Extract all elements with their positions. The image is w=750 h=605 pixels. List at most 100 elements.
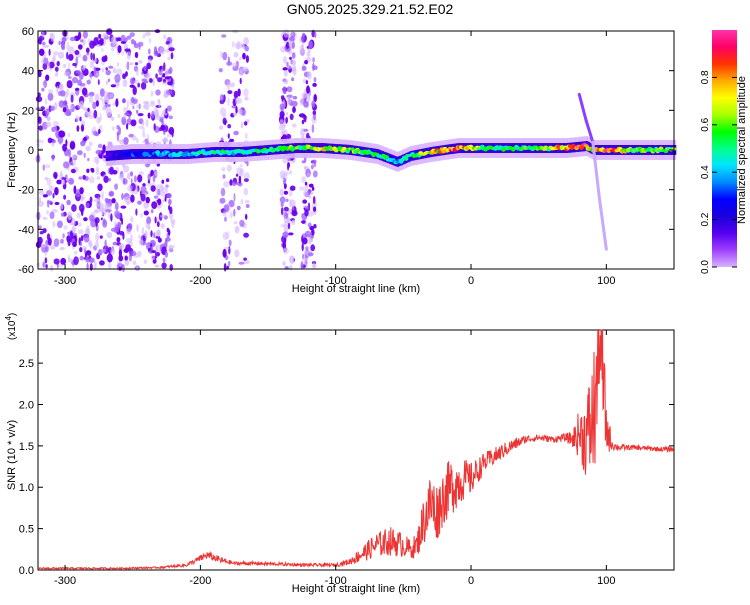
- noise-speck: [99, 235, 103, 239]
- noise-speck: [92, 101, 97, 110]
- noise-speck: [76, 125, 80, 132]
- noise-speck: [94, 217, 100, 224]
- noise-speck: [101, 56, 107, 63]
- noise-speck: [140, 213, 143, 218]
- noise-speck: [129, 171, 134, 177]
- noise-speck: [54, 187, 59, 196]
- y-tick-label: 40: [22, 66, 34, 78]
- noise-speck: [52, 192, 55, 199]
- noise-speck: [125, 62, 130, 70]
- noise-speck: [303, 114, 307, 123]
- noise-speck: [38, 116, 42, 125]
- noise-speck: [279, 119, 284, 124]
- noise-speck: [59, 246, 65, 251]
- noise-speck: [220, 187, 226, 197]
- noise-speck: [121, 264, 125, 273]
- noise-speck: [311, 200, 318, 209]
- noise-speck: [284, 178, 287, 183]
- noise-speck: [123, 115, 126, 120]
- noise-speck: [146, 216, 152, 225]
- noise-speck: [304, 181, 308, 186]
- noise-speck: [154, 171, 158, 177]
- noise-speck: [126, 118, 132, 125]
- noise-speck: [56, 85, 59, 94]
- noise-speck: [236, 205, 241, 211]
- noise-speck: [162, 81, 168, 86]
- noise-speck: [227, 133, 230, 139]
- noise-speck: [47, 92, 54, 102]
- noise-speck: [133, 80, 140, 84]
- noise-speck: [86, 52, 90, 56]
- noise-speck: [52, 139, 56, 144]
- noise-speck: [165, 108, 168, 114]
- noise-speck: [145, 196, 150, 204]
- noise-speck: [77, 44, 83, 50]
- noise-speck: [86, 225, 90, 235]
- noise-speck: [93, 156, 100, 164]
- x-tick-label: 0: [468, 575, 474, 587]
- noise-speck: [90, 52, 93, 61]
- noise-speck: [146, 62, 152, 70]
- noise-speck: [38, 125, 43, 131]
- noise-speck: [70, 168, 76, 174]
- noise-speck: [301, 119, 305, 125]
- noise-speck: [118, 139, 125, 145]
- noise-speck: [44, 176, 49, 181]
- noise-speck: [163, 136, 168, 143]
- noise-speck: [122, 73, 127, 80]
- noise-speck: [166, 105, 172, 112]
- noise-speck: [314, 31, 317, 38]
- noise-speck: [228, 260, 231, 267]
- noise-speck: [138, 239, 144, 245]
- noise-speck: [98, 33, 102, 39]
- noise-speck: [220, 94, 224, 102]
- noise-speck: [153, 195, 159, 199]
- noise-speck: [239, 77, 242, 85]
- noise-speck: [58, 40, 61, 46]
- noise-speck: [61, 179, 66, 186]
- noise-speck: [136, 224, 139, 232]
- noise-speck: [80, 140, 86, 147]
- noise-speck: [240, 121, 244, 129]
- noise-speck: [68, 46, 75, 55]
- noise-speck: [112, 67, 117, 74]
- colorbar-label: Normalized spectral amplitude: [736, 76, 748, 224]
- noise-speck: [232, 112, 238, 116]
- noise-speck: [155, 73, 158, 79]
- noise-speck: [128, 113, 131, 119]
- x-tick-label: -200: [189, 575, 211, 587]
- noise-speck: [38, 190, 45, 195]
- noise-speck: [301, 65, 307, 71]
- noise-speck: [75, 70, 82, 74]
- noise-speck: [89, 40, 95, 49]
- noise-speck: [243, 178, 249, 183]
- noise-speck: [161, 179, 165, 184]
- noise-speck: [118, 230, 125, 236]
- noise-speck: [308, 183, 314, 188]
- noise-speck: [238, 107, 243, 116]
- x-tick-label: 100: [597, 275, 615, 287]
- noise-speck: [126, 201, 130, 205]
- noise-speck: [93, 66, 96, 75]
- noise-speck: [82, 107, 87, 111]
- noise-speck: [105, 107, 112, 117]
- noise-speck: [121, 217, 124, 225]
- noise-speck: [136, 138, 139, 144]
- noise-speck: [67, 62, 71, 71]
- noise-speck: [305, 132, 310, 139]
- noise-speck: [289, 56, 292, 60]
- noise-speck: [168, 205, 171, 211]
- noise-speck: [145, 119, 149, 128]
- noise-speck: [132, 98, 138, 104]
- noise-speck: [222, 210, 227, 217]
- noise-speck: [282, 67, 288, 71]
- noise-speck: [126, 99, 129, 109]
- noise-speck: [117, 45, 122, 54]
- noise-speck: [222, 231, 228, 241]
- noise-speck: [159, 47, 166, 55]
- noise-speck: [64, 111, 72, 116]
- noise-speck: [73, 185, 77, 194]
- noise-speck: [138, 125, 144, 130]
- noise-speck: [38, 225, 42, 230]
- noise-speck: [82, 245, 88, 250]
